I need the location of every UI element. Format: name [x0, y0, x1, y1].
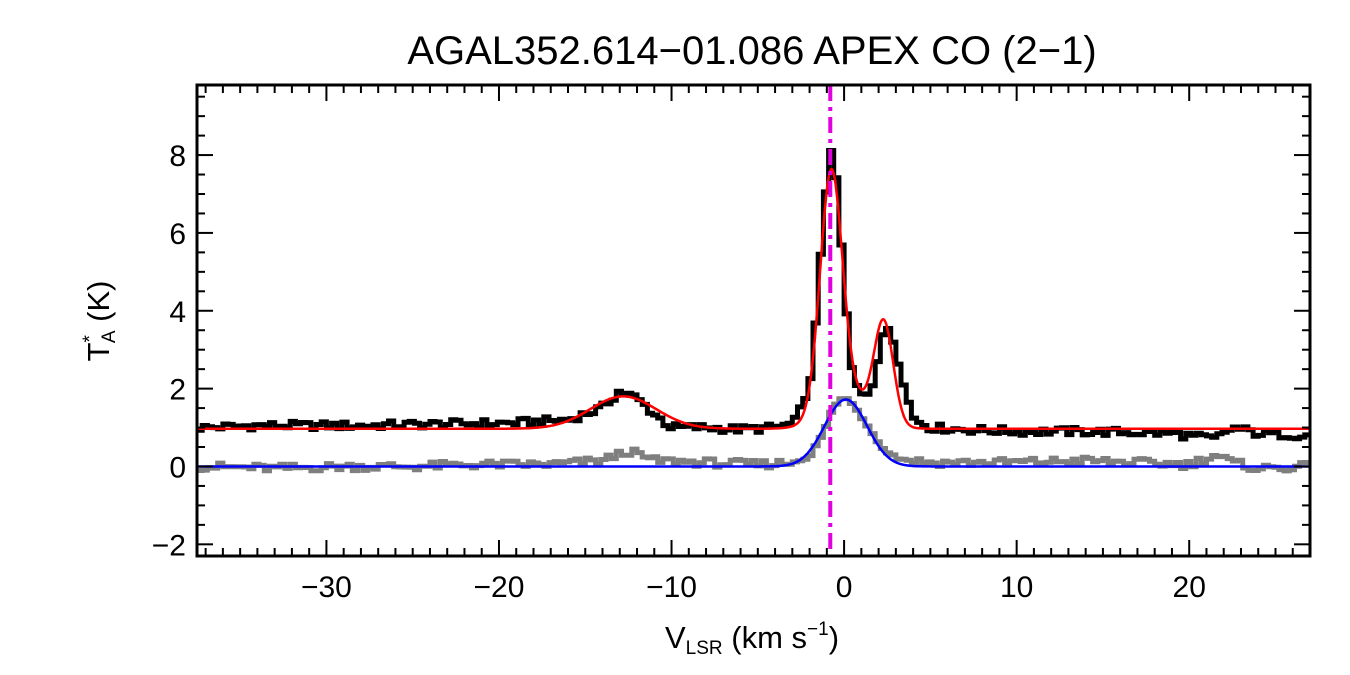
- x-tick-label: −10: [646, 571, 697, 604]
- series-layer: [197, 148, 1310, 474]
- ticks-layer: [197, 85, 1311, 556]
- x-tick-label: 20: [1173, 571, 1206, 604]
- x-axis-label-sub: LSR: [686, 638, 723, 659]
- x-tick-label: 0: [836, 571, 853, 604]
- x-axis-label-sup: −1: [807, 619, 829, 640]
- x-tick-label: −30: [301, 571, 352, 604]
- y-tick-label: 8: [169, 140, 186, 173]
- x-tick-label: −20: [474, 571, 525, 604]
- chart-title: AGAL352.614−01.086 APEX CO (2−1): [407, 29, 1096, 73]
- x-tick-labels: −30 −20 −10 0 10 20: [301, 571, 1206, 604]
- y-axis-label-sub: A: [99, 330, 120, 343]
- y-axis-label-unit: (K): [81, 281, 116, 331]
- x-axis-label-main: V: [665, 620, 686, 655]
- plot-frame: [195, 83, 1312, 558]
- x-axis-label-unit: (km s: [723, 620, 807, 655]
- y-tick-labels: −2 0 2 4 6 8: [152, 140, 186, 562]
- y-axis-label: T*A (K): [80, 281, 120, 362]
- y-axis-label-sup: *: [80, 335, 101, 343]
- y-tick-label: 4: [169, 296, 186, 329]
- y-tick-label: −2: [152, 529, 186, 562]
- y-tick-label: 2: [169, 374, 186, 407]
- x-axis-label-close: ): [829, 620, 839, 655]
- x-tick-label: 10: [1000, 571, 1033, 604]
- fit-curve-red: [197, 167, 1310, 430]
- x-axis-label: VLSR (km s−1): [665, 619, 839, 659]
- y-axis-label-main: T: [81, 342, 116, 361]
- fit-curve-blue: [197, 398, 1310, 468]
- y-tick-label: 0: [169, 451, 186, 484]
- y-tick-label: 6: [169, 218, 186, 251]
- observed-spectrum-line: [197, 148, 1310, 442]
